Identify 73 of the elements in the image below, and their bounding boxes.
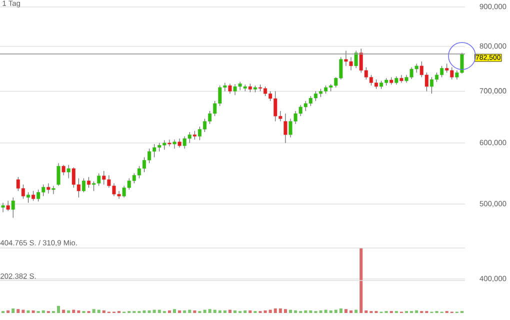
bar <box>102 310 106 314</box>
bar <box>354 310 358 314</box>
bar <box>42 310 45 314</box>
candlestick <box>56 162 60 186</box>
bar <box>142 310 146 314</box>
candlestick <box>26 192 30 204</box>
candlestick <box>178 138 182 148</box>
candlestick <box>6 200 10 212</box>
candlestick <box>284 113 288 144</box>
bar <box>218 310 222 314</box>
candlestick <box>87 176 91 188</box>
bar <box>350 310 353 314</box>
candlestick <box>62 164 66 176</box>
bar <box>56 306 60 314</box>
bar <box>22 310 25 314</box>
candlestick <box>46 183 50 194</box>
bar <box>360 248 363 314</box>
bar <box>309 310 312 314</box>
bar <box>148 310 151 314</box>
candlestick <box>354 50 358 68</box>
bar <box>364 310 368 314</box>
candlestick <box>400 74 404 84</box>
bar <box>12 308 15 314</box>
bar <box>172 309 176 314</box>
candlestick <box>52 186 56 194</box>
candlestick <box>168 139 172 147</box>
bar <box>244 310 247 314</box>
bar <box>168 310 171 314</box>
candlestick <box>1 202 5 213</box>
bar <box>278 308 282 314</box>
candlestick <box>172 139 176 149</box>
bar <box>234 310 237 314</box>
candlestick <box>228 83 232 94</box>
bar <box>92 309 96 314</box>
bar <box>77 310 80 314</box>
bar <box>334 310 338 314</box>
candlestick <box>11 197 15 218</box>
bar <box>6 310 10 314</box>
bar <box>339 308 342 314</box>
bar <box>62 310 66 314</box>
bar <box>288 310 292 314</box>
candlestick <box>32 190 36 202</box>
bar <box>32 310 35 314</box>
bar <box>268 310 272 314</box>
bar <box>188 310 192 314</box>
bar <box>67 310 70 314</box>
bar <box>274 308 277 314</box>
bar <box>319 310 322 314</box>
bar <box>228 310 232 314</box>
bar <box>183 310 186 314</box>
candlestick <box>66 164 70 179</box>
bar <box>248 310 252 314</box>
bar <box>213 310 216 314</box>
bar <box>203 310 206 314</box>
bar <box>208 309 212 314</box>
bar <box>304 310 308 314</box>
bar <box>329 310 332 314</box>
bar <box>344 309 348 314</box>
bar <box>324 310 328 314</box>
candlestick <box>82 178 86 192</box>
bar <box>264 310 267 314</box>
bar <box>193 310 196 314</box>
bar <box>294 310 298 314</box>
bar <box>152 310 156 314</box>
bar <box>16 309 20 314</box>
bar <box>26 310 30 314</box>
bar <box>97 310 100 314</box>
bar <box>72 310 76 314</box>
bar <box>158 310 161 314</box>
bar <box>284 309 287 314</box>
bar <box>415 310 418 314</box>
bar <box>223 310 226 314</box>
bar <box>178 310 182 314</box>
